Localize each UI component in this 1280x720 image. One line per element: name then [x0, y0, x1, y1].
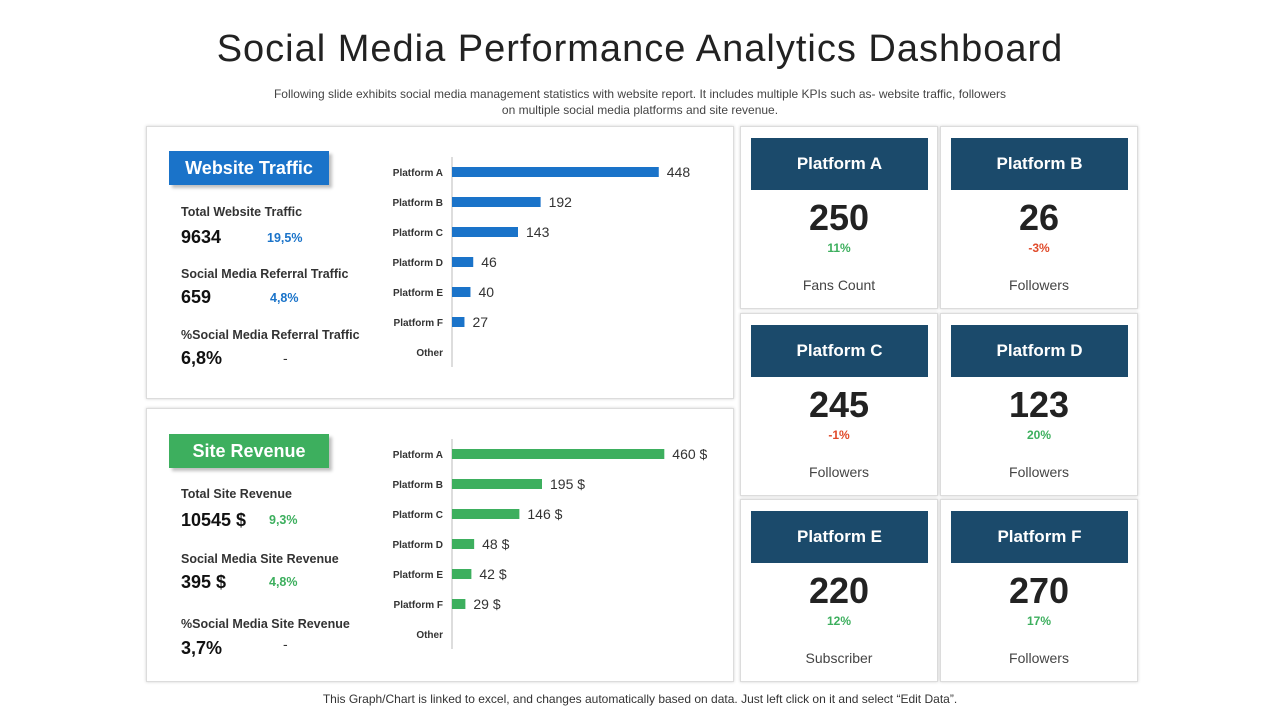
- total-site-revenue-label: Total Site Revenue: [181, 487, 292, 501]
- platform-card-f: Platform F 270 17% Followers: [940, 499, 1138, 682]
- referral-traffic-percent-label: %Social Media Referral Traffic: [181, 328, 360, 342]
- referral-traffic-change: 4,8%: [270, 291, 299, 305]
- revenue-bar: [452, 509, 520, 519]
- total-site-revenue-change: 9,3%: [269, 513, 298, 527]
- platform-f-change: 17%: [1026, 614, 1052, 628]
- platform-d-header: Platform D: [951, 325, 1128, 377]
- platform-c-value: 245: [808, 384, 870, 425]
- platform-e-change: 12%: [826, 614, 852, 628]
- traffic-category-label: Platform F: [394, 318, 443, 329]
- website-traffic-badge: Website Traffic: [169, 151, 329, 185]
- platform-b-change: -3%: [1028, 241, 1050, 255]
- platform-e-value: 220: [808, 570, 870, 611]
- total-website-traffic-label: Total Website Traffic: [181, 205, 303, 219]
- platform-e-metric: Subscriber: [805, 650, 873, 666]
- revenue-category-label: Platform E: [393, 570, 443, 581]
- platform-a-metric: Fans Count: [802, 277, 876, 293]
- referral-traffic-percent-change: -: [283, 350, 288, 366]
- traffic-data-label: 40: [478, 284, 494, 300]
- page-title: Social Media Performance Analytics Dashb…: [216, 28, 1064, 70]
- traffic-bar: [452, 227, 518, 237]
- traffic-bar: [452, 317, 465, 327]
- social-site-revenue-percent-value: 3,7%: [181, 638, 223, 658]
- traffic-category-label: Other: [416, 348, 443, 359]
- website-traffic-bar-chart: Platform A 448 Platform B 192 Platform C 143 P…: [392, 157, 691, 367]
- revenue-category-label: Platform C: [392, 510, 443, 521]
- traffic-bar: [452, 197, 541, 207]
- referral-traffic-label: Social Media Referral Traffic: [181, 267, 349, 281]
- platform-a-change: 11%: [827, 241, 851, 255]
- total-website-traffic-change: 19,5%: [267, 231, 303, 245]
- revenue-bar: [452, 599, 466, 609]
- platform-b-metric: Followers: [1009, 277, 1069, 293]
- traffic-category-label: Platform B: [392, 198, 443, 209]
- platform-d-value: 123: [1008, 384, 1070, 425]
- revenue-category-label: Platform A: [393, 450, 443, 461]
- revenue-category-label: Other: [416, 630, 443, 641]
- traffic-bar: [452, 167, 659, 177]
- platform-d-metric: Followers: [1009, 464, 1069, 480]
- platform-b-header: Platform B: [951, 138, 1128, 190]
- platform-d-change: 20%: [1026, 428, 1052, 442]
- platform-card-b: Platform B 26 -3% Followers: [940, 126, 1138, 309]
- footer-note: This Graph/Chart is linked to excel, and…: [322, 692, 958, 706]
- social-site-revenue-value: 395 $: [181, 572, 227, 592]
- traffic-data-label: 448: [667, 164, 691, 180]
- total-website-traffic-value: 9634: [181, 227, 222, 247]
- website-traffic-panel: Website Traffic Total Website Traffic 96…: [146, 126, 734, 399]
- total-site-revenue-value: 10545 $: [181, 510, 247, 530]
- traffic-category-label: Platform A: [393, 168, 443, 179]
- referral-traffic-value: 659: [181, 287, 212, 307]
- social-site-revenue-label: Social Media Site Revenue: [181, 552, 339, 566]
- platform-f-value: 270: [1008, 570, 1070, 611]
- revenue-bar: [452, 479, 542, 489]
- platform-c-header: Platform C: [751, 325, 928, 377]
- revenue-data-label: 195 $: [550, 476, 585, 492]
- traffic-bar: [452, 287, 471, 297]
- traffic-data-label: 27: [472, 314, 488, 330]
- social-site-revenue-change: 4,8%: [269, 575, 298, 589]
- site-revenue-bar-chart: Platform A 460 $ Platform B 195 $ Platform C…: [392, 439, 707, 649]
- platform-card-a: Platform A 250 11% Fans Count: [740, 126, 938, 309]
- platform-c-metric: Followers: [809, 464, 869, 480]
- platform-card-c: Platform C 245 -1% Followers: [740, 313, 938, 496]
- traffic-data-label: 192: [549, 194, 573, 210]
- revenue-bar: [452, 569, 472, 579]
- revenue-category-label: Platform B: [392, 480, 443, 491]
- revenue-data-label: 42 $: [479, 566, 506, 582]
- traffic-data-label: 143: [526, 224, 550, 240]
- traffic-category-label: Platform D: [392, 258, 443, 269]
- platform-b-value: 26: [1018, 197, 1060, 238]
- referral-traffic-percent-value: 6,8%: [181, 348, 223, 368]
- platform-f-metric: Followers: [1009, 650, 1069, 666]
- platform-a-header: Platform A: [751, 138, 928, 190]
- site-revenue-badge: Site Revenue: [169, 434, 329, 468]
- site-revenue-panel: Site Revenue Total Site Revenue 10545 $ …: [146, 408, 734, 682]
- traffic-category-label: Platform C: [392, 228, 443, 239]
- platform-card-e: Platform E 220 12% Subscriber: [740, 499, 938, 682]
- revenue-bar: [452, 449, 665, 459]
- revenue-category-label: Platform F: [394, 600, 443, 611]
- revenue-data-label: 29 $: [473, 596, 500, 612]
- social-site-revenue-percent-change: -: [283, 636, 288, 652]
- revenue-data-label: 460 $: [672, 446, 707, 462]
- revenue-data-label: 146 $: [527, 506, 562, 522]
- platform-e-header: Platform E: [751, 511, 928, 563]
- revenue-data-label: 48 $: [482, 536, 509, 552]
- platform-card-d: Platform D 123 20% Followers: [940, 313, 1138, 496]
- traffic-bar: [452, 257, 474, 267]
- traffic-data-label: 46: [481, 254, 497, 270]
- platform-f-header: Platform F: [951, 511, 1128, 563]
- page-subtitle: Following slide exhibits social media ma…: [273, 87, 1007, 117]
- platform-a-value: 250: [808, 197, 870, 238]
- platform-c-change: -1%: [828, 428, 850, 442]
- revenue-category-label: Platform D: [392, 540, 443, 551]
- social-site-revenue-percent-label: %Social Media Site Revenue: [181, 617, 350, 631]
- traffic-category-label: Platform E: [393, 288, 443, 299]
- revenue-bar: [452, 539, 475, 549]
